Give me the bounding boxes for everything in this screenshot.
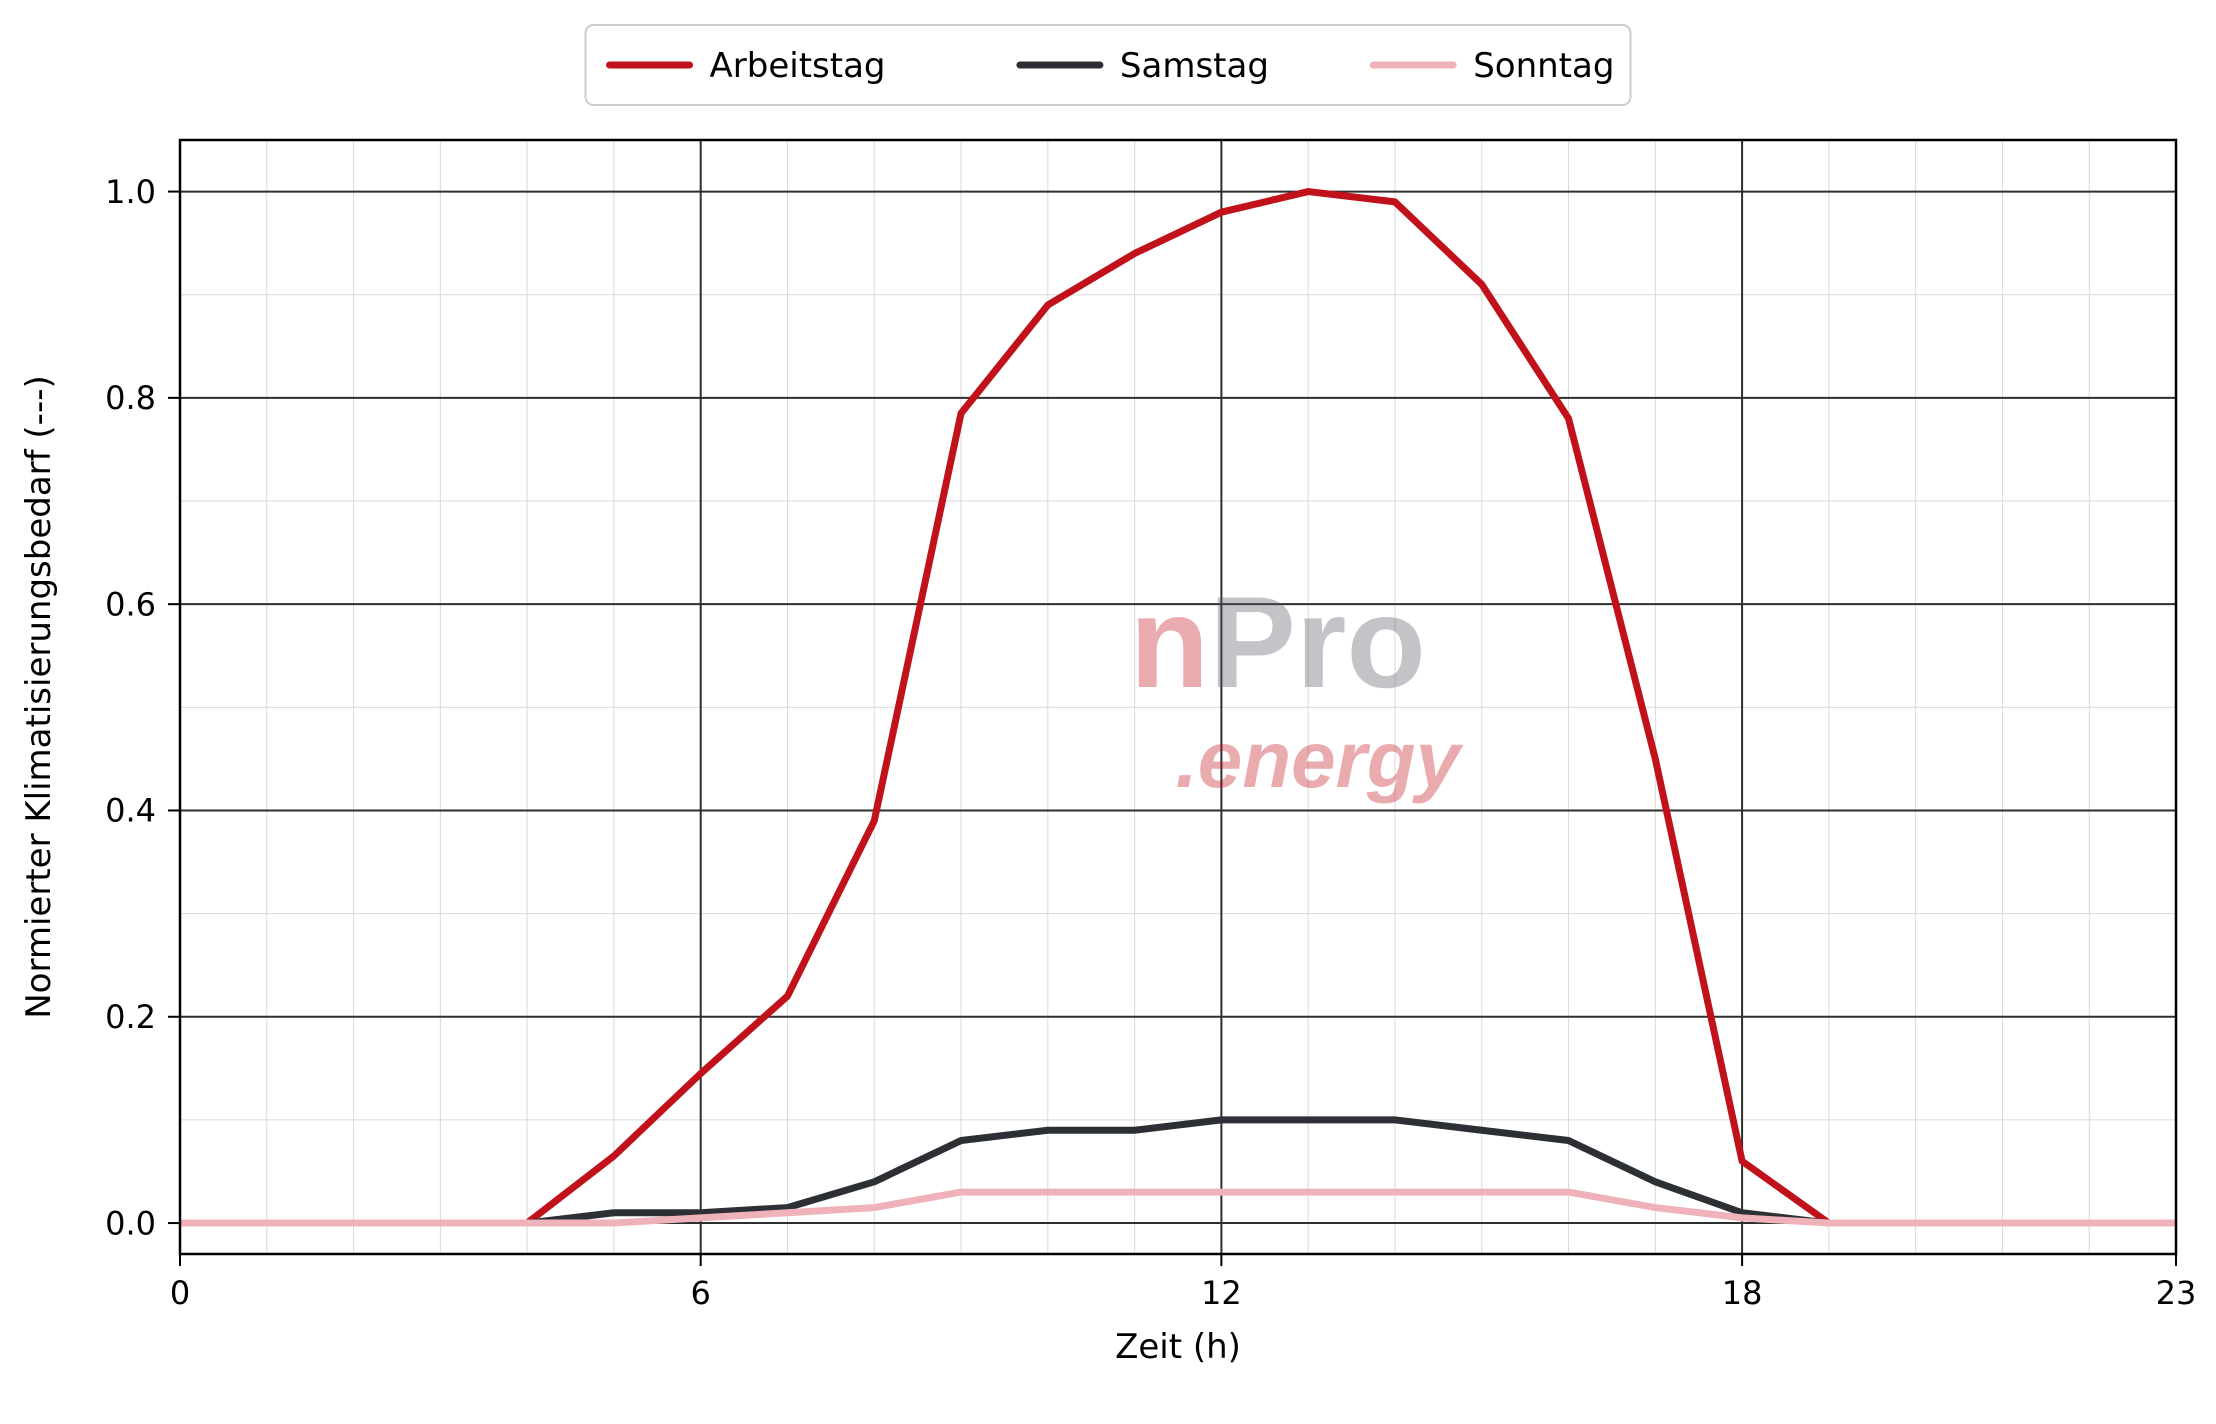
x-tick-label: 6 bbox=[691, 1274, 711, 1312]
legend-label: Sonntag bbox=[1473, 46, 1614, 86]
svg-text:nPro: nPro bbox=[1130, 569, 1426, 715]
x-tick-label: 12 bbox=[1201, 1274, 1242, 1312]
y-tick-label: 0.0 bbox=[105, 1204, 156, 1242]
y-tick-label: 0.6 bbox=[105, 585, 156, 623]
watermark: nPro.energy bbox=[1130, 569, 1464, 804]
legend-label: Arbeitstag bbox=[710, 46, 886, 86]
legend: Arbeitstag Samstag Sonntag bbox=[586, 25, 1631, 105]
y-tick-label: 1.0 bbox=[105, 173, 156, 211]
y-tick-label: 0.8 bbox=[105, 379, 156, 417]
line-chart: nPro.energy 0 6 12 18 23 0.0 0.2 0.4 0.6 0.8 1.0 Zei… bbox=[0, 0, 2216, 1424]
y-tick-label: 0.2 bbox=[105, 998, 156, 1036]
x-axis-label: Zeit (h) bbox=[1115, 1327, 1241, 1367]
x-tick-label: 18 bbox=[1722, 1274, 1763, 1312]
x-tick-label: 0 bbox=[170, 1274, 190, 1312]
svg-text:.energy: .energy bbox=[1176, 715, 1464, 804]
y-tick-label: 0.4 bbox=[105, 792, 156, 830]
legend-label: Samstag bbox=[1120, 46, 1269, 86]
y-axis-label: Normierter Klimatisierungsbedarf (---) bbox=[19, 375, 59, 1019]
chart-container: nPro.energy 0 6 12 18 23 0.0 0.2 0.4 0.6 0.8 1.0 Zei… bbox=[0, 0, 2216, 1424]
x-tick-label: 23 bbox=[2156, 1274, 2197, 1312]
